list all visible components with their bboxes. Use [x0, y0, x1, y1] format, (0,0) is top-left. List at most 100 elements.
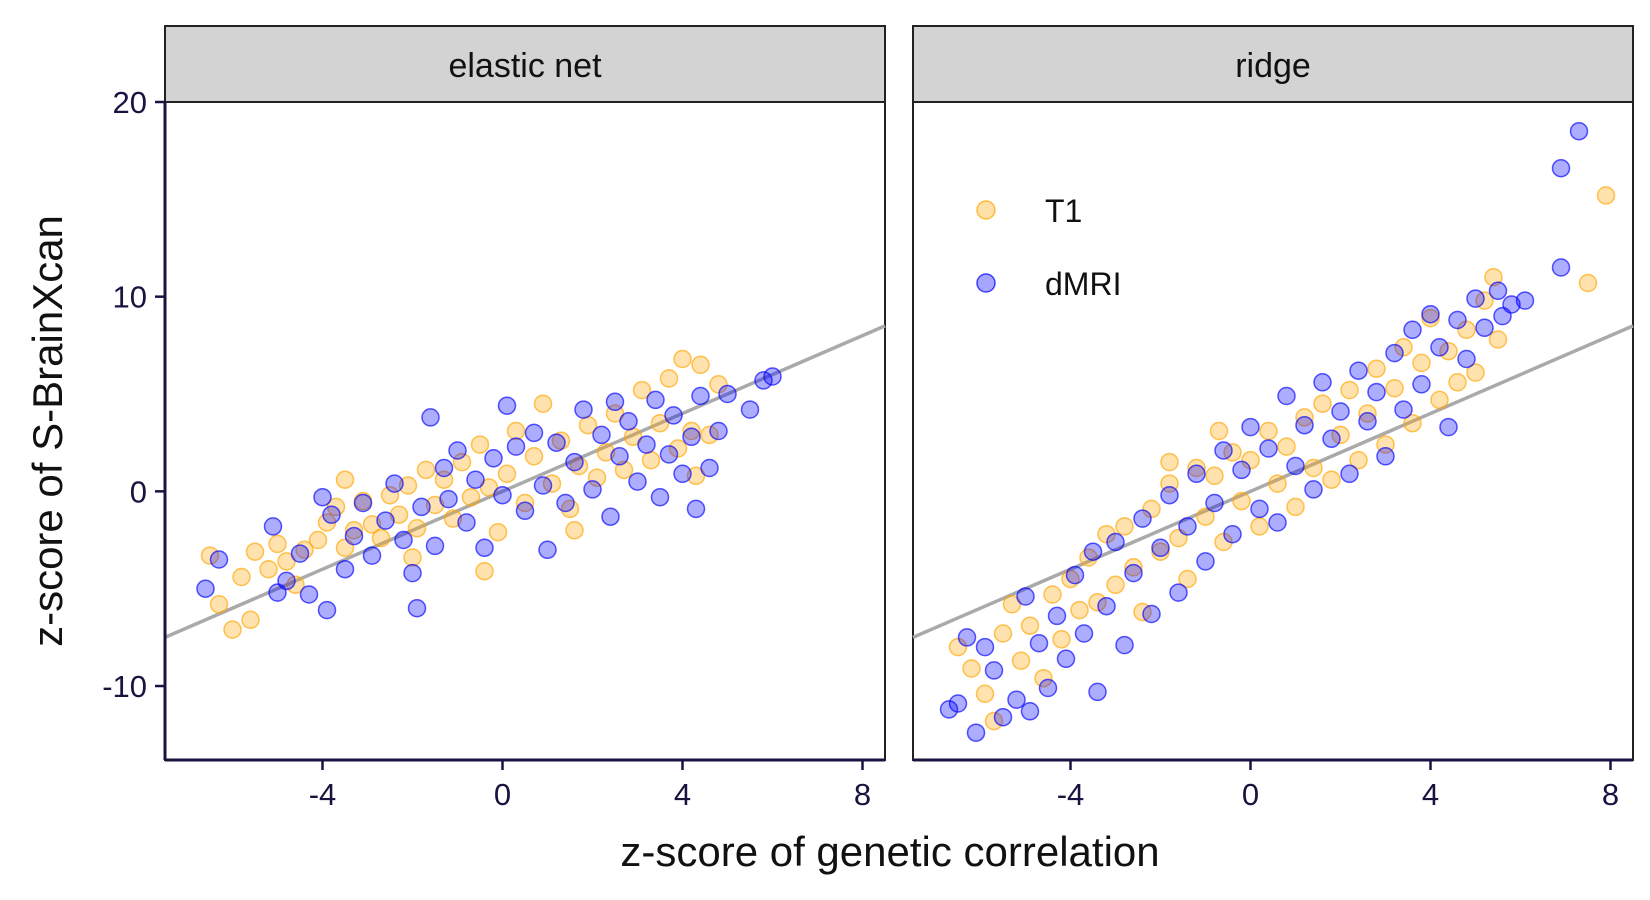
point-t1: [1020, 616, 1040, 635]
point-dmri: [948, 694, 968, 713]
point-dmri: [628, 472, 647, 491]
point-t1: [506, 421, 526, 441]
legend-key-t1: [976, 200, 996, 220]
y-axis-title: z-score of S-BrainXcan: [24, 215, 71, 647]
point-t1: [1430, 390, 1449, 410]
x-tick-label: 4: [674, 777, 691, 812]
point-dmri: [1430, 338, 1449, 357]
point-dmri: [650, 487, 670, 507]
point-dmri: [1551, 158, 1571, 178]
point-dmri: [1007, 690, 1026, 709]
point-dmri: [1047, 606, 1067, 626]
point-dmri: [1124, 563, 1143, 583]
point-dmri: [434, 458, 454, 478]
point-dmri: [1038, 678, 1058, 698]
point-dmri: [1268, 513, 1287, 532]
point-t1: [259, 559, 278, 579]
point-dmri: [533, 476, 553, 495]
point-t1: [1322, 470, 1341, 489]
point-t1: [682, 421, 701, 441]
point-t1: [335, 470, 355, 489]
point-dmri: [1475, 318, 1494, 338]
point-dmri: [619, 412, 638, 431]
point-dmri: [1295, 415, 1314, 435]
point-dmri: [610, 447, 629, 466]
point-dmri: [484, 449, 503, 468]
point-t1: [470, 435, 490, 454]
point-t1: [1304, 458, 1323, 478]
point-dmri: [1304, 480, 1323, 499]
point-t1: [1439, 341, 1458, 361]
point-t1: [1286, 497, 1305, 517]
point-dmri: [439, 489, 458, 509]
point-t1: [245, 542, 265, 561]
point-dmri: [1448, 310, 1467, 330]
point-dmri: [335, 559, 355, 579]
point-dmri: [1151, 538, 1170, 558]
point-t1: [1448, 373, 1467, 392]
point-t1: [673, 349, 692, 369]
point-dmri: [1313, 373, 1332, 392]
point-dmri: [1083, 542, 1103, 561]
point-dmri: [1106, 532, 1125, 552]
point-dmri: [1056, 649, 1076, 669]
x-axes: -4 0 4 8 -4 0 4 8: [165, 758, 1633, 812]
point-dmri: [263, 517, 283, 536]
point-dmri: [506, 437, 526, 456]
point-t1: [1205, 466, 1224, 486]
point-dmri: [1142, 604, 1161, 624]
point-dmri: [583, 480, 602, 499]
point-dmri: [196, 579, 215, 598]
point-dmri: [1196, 552, 1215, 571]
point-dmri: [385, 474, 404, 493]
point-dmri: [682, 427, 701, 447]
point-dmri: [1340, 464, 1359, 484]
x-tick-label: 0: [494, 777, 511, 812]
reference-line-elastic-net: [164, 324, 886, 639]
point-dmri: [1331, 402, 1350, 421]
point-t1: [1259, 421, 1278, 441]
point-t1: [962, 659, 981, 678]
x-tick-label: 0: [1242, 777, 1259, 812]
point-t1: [1106, 575, 1125, 595]
point-t1: [1196, 507, 1215, 526]
point-t1: [993, 624, 1013, 643]
point-t1: [488, 522, 508, 542]
point-t1: [1331, 425, 1350, 445]
point-dmri: [1367, 382, 1386, 402]
point-t1: [686, 466, 706, 486]
point-dmri: [1088, 682, 1107, 702]
point-dmri: [344, 526, 364, 546]
point-dmri: [1241, 417, 1260, 437]
point-t1: [1466, 363, 1485, 382]
point-t1: [659, 369, 679, 388]
point-t1: [614, 460, 634, 480]
point-dmri: [754, 371, 773, 390]
point-t1: [700, 425, 719, 445]
point-t1: [1412, 353, 1431, 373]
x-tick-label: 8: [854, 777, 871, 812]
point-dmri: [538, 540, 557, 560]
point-dmri: [1020, 702, 1040, 721]
point-dmri: [1466, 289, 1485, 308]
point-t1: [1160, 452, 1179, 472]
point-dmri: [313, 487, 332, 507]
point-t1: [565, 521, 584, 540]
point-dmri: [957, 628, 977, 647]
point-t1: [668, 439, 688, 458]
point-dmri: [975, 637, 995, 657]
point-t1: [1385, 378, 1404, 398]
point-t1: [1011, 651, 1031, 670]
point-dmri: [1187, 464, 1206, 484]
point-dmri: [1029, 633, 1049, 653]
legend-label-t1: T1: [1045, 193, 1082, 229]
point-dmri: [376, 511, 395, 530]
point-dmri: [646, 390, 665, 410]
point-t1: [975, 684, 995, 704]
point-t1: [524, 447, 544, 466]
point-t1: [587, 468, 607, 487]
point-dmri: [1074, 624, 1094, 643]
point-dmri: [1259, 439, 1278, 458]
point-dmri: [1515, 291, 1535, 310]
point-t1: [308, 530, 328, 550]
